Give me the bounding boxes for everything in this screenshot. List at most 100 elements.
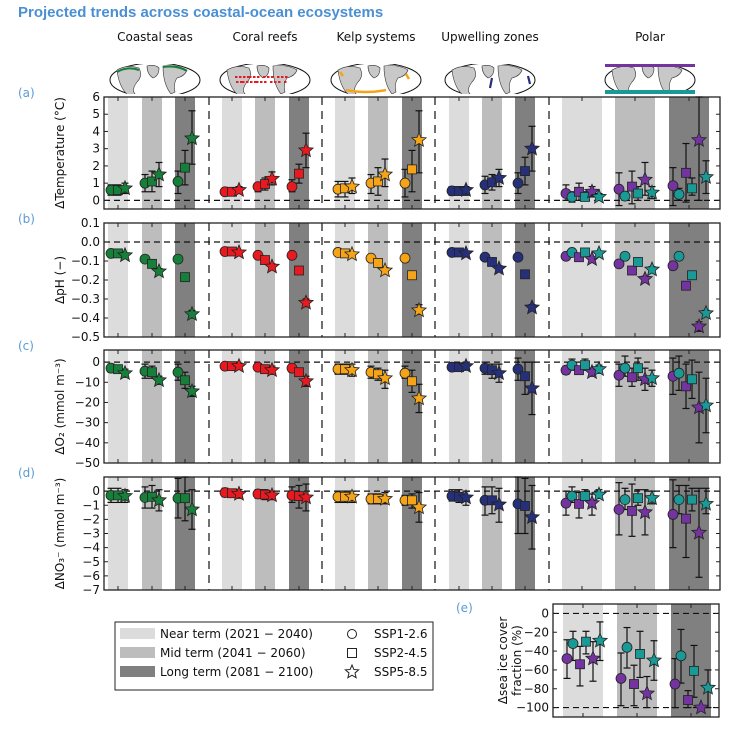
polar-purple-near-ssp126-circle-marker [560, 497, 572, 509]
y-tick-label: −1 [82, 498, 100, 512]
y-tick-label: 3 [92, 142, 100, 156]
polar-teal-long-ssp585-star-marker [697, 168, 715, 185]
legend-ssp126: SSP1-2.6 [374, 627, 428, 641]
polar-teal-near-ssp585-star-marker [590, 360, 608, 377]
legend-mid-term: Mid term (2041 − 2060) [160, 646, 306, 660]
upwelling-zones-long-ssp245-square-marker [520, 501, 530, 511]
polar-teal-mid-ssp585-star-marker [643, 369, 661, 386]
near-term-band [222, 477, 242, 590]
polar-purple-long-ssp126-circle-marker [667, 180, 679, 192]
polar-teal-near-ssp245-square-marker [580, 247, 590, 258]
polar-purple-near-ssp585-star-marker [584, 650, 602, 666]
coral-reefs-long-ssp585-star-marker [297, 488, 315, 505]
coastal-seas-near-ssp585-star-marker [116, 179, 134, 196]
y-tick-label: −20 [524, 625, 549, 639]
polar-purple-long-ssp245-square-marker [681, 167, 691, 178]
legend: Near term (2021 − 2040) Mid term (2041 −… [114, 621, 434, 691]
mid-term-band [142, 223, 162, 337]
map-continent [367, 65, 381, 79]
mid-term-band [255, 223, 275, 337]
polar-teal-long-ssp245-square-marker [687, 494, 697, 505]
coastal-seas-mid-ssp585-star-marker [150, 262, 168, 279]
world-map-coastal-seas [109, 64, 201, 94]
upwelling-zones-long-ssp245-square-marker [520, 371, 530, 382]
map-continent [146, 65, 160, 79]
polar-teal-mid-ssp585-star-marker [643, 489, 661, 506]
polar-purple-long-ssp126-circle-marker [667, 509, 679, 520]
polar-purple-near-ssp126-circle-marker [561, 653, 573, 665]
upwelling-zones-mid-ssp245-square-marker [487, 495, 497, 506]
near-term-band [108, 477, 128, 590]
map-highlight [250, 81, 253, 83]
panel-letter: (a) [18, 86, 35, 100]
map-highlight [277, 76, 280, 78]
y-tick-label: −50 [75, 456, 100, 470]
coastal-seas-mid-ssp245-square-marker [147, 176, 157, 187]
map-highlight [281, 76, 284, 78]
y-tick-label: −100 [516, 701, 549, 715]
y-tick-label: −6 [82, 569, 100, 583]
polar-teal-long-ssp126-circle-marker [673, 250, 685, 262]
upwelling-zones-long-ssp585-star-marker [523, 299, 541, 315]
mid-term-band [255, 477, 275, 590]
map-highlight [242, 81, 245, 83]
y-tick-label: −0.1 [71, 254, 100, 268]
y-tick-label: −0.5 [71, 330, 100, 344]
legend-star-icon [344, 663, 360, 679]
polar-purple-near-ssp245-square-marker [574, 186, 584, 197]
polar-teal-long-ssp585-star-marker [697, 304, 715, 321]
polar-teal-long-ssp245-square-marker [687, 374, 697, 385]
legend-box [114, 621, 434, 691]
upwelling-zones-long-ssp585-star-marker [523, 508, 541, 525]
near-term-band [335, 223, 355, 337]
coastal-seas-long-ssp585-star-marker [183, 129, 201, 146]
map-highlight [263, 76, 266, 78]
y-tick-label: 0 [92, 193, 100, 207]
map-highlight-arctic [605, 64, 695, 67]
coastal-seas-near-ssp245-square-marker [113, 364, 123, 375]
map-highlight [285, 76, 288, 78]
near-term-band [562, 223, 602, 337]
map-highlight [274, 81, 277, 83]
coral-reefs-near-ssp585-star-marker [230, 243, 248, 260]
upwelling-zones-near-ssp585-star-marker [457, 244, 475, 261]
polar-teal-mid-ssp245-square-marker [633, 257, 643, 267]
long-term-band [515, 223, 535, 337]
panel-c: 0 −10 −20 −30 −40 −50 ΔO₂ (mmol m⁻³) (c) [18, 339, 721, 470]
map-highlight [116, 65, 188, 73]
panel-e: 0 −20 −40 −60 −80 −100 Δsea ice cover fraction … [456, 601, 720, 718]
near-term-band [335, 350, 355, 463]
y-tick-label: −40 [524, 644, 549, 658]
polar-teal-long-ssp126-circle-marker [673, 367, 685, 379]
polar-purple-long-ssp245-square-marker [681, 280, 691, 291]
legend-ssp585: SSP5-8.5 [374, 665, 428, 679]
upwelling-zones-near-ssp585-star-marker [457, 488, 475, 505]
mid-term-band [255, 350, 275, 463]
kelp-systems-mid-ssp585-star-marker [376, 369, 394, 386]
panel-letter: (c) [18, 339, 34, 353]
polar-purple-long-ssp126-circle-marker [667, 260, 679, 272]
upwelling-zones-near-ssp585-star-marker [457, 357, 475, 374]
y-tick-label: 4 [92, 124, 100, 138]
polar-teal-long-ssp126-circle-marker [675, 650, 687, 662]
coral-reefs-long-ssp585-star-marker [297, 372, 315, 389]
mid-term-band [615, 223, 655, 337]
coral-reefs-near-ssp585-star-marker [230, 181, 248, 197]
upwelling-zones-mid-ssp245-square-marker [487, 257, 497, 267]
kelp-systems-long-ssp585-star-marker [410, 498, 428, 515]
polar-teal-mid-ssp126-circle-marker [619, 494, 631, 506]
panel-a: 6 5 4 3 2 1 0 ΔTemperature (°C) (a) [18, 86, 721, 210]
y-axis-label: ΔTemperature (°C) [53, 97, 67, 209]
panel-letter: (d) [18, 466, 35, 480]
polar-teal-mid-ssp126-circle-marker [619, 250, 631, 262]
polar-teal-near-ssp245-square-marker [581, 636, 591, 647]
polar-purple-near-ssp585-star-marker [583, 494, 601, 511]
polar-teal-near-ssp585-star-marker [590, 188, 608, 204]
map-highlight [488, 75, 532, 89]
coastal-seas-mid-ssp585-star-marker [150, 165, 168, 182]
upwelling-zones-mid-ssp585-star-marker [490, 495, 508, 512]
coastal-seas-long-ssp585-star-marker [183, 382, 201, 399]
coral-reefs-near-ssp585-star-marker [230, 485, 248, 501]
polar-teal-mid-ssp585-star-marker [643, 261, 661, 277]
